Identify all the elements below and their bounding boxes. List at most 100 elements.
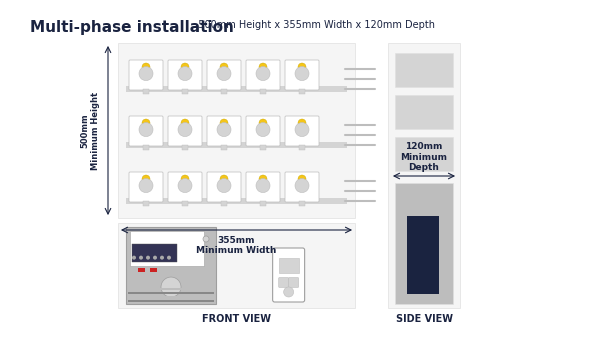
Bar xyxy=(407,216,439,294)
Bar xyxy=(143,145,149,150)
Point xyxy=(371,123,379,127)
Circle shape xyxy=(146,256,150,260)
Circle shape xyxy=(217,123,231,137)
Point xyxy=(341,133,349,137)
Circle shape xyxy=(153,256,157,260)
Circle shape xyxy=(217,67,231,80)
Circle shape xyxy=(256,178,270,193)
FancyBboxPatch shape xyxy=(207,60,241,90)
Bar xyxy=(395,137,453,171)
Bar xyxy=(182,145,188,150)
FancyBboxPatch shape xyxy=(129,60,163,90)
FancyBboxPatch shape xyxy=(246,116,280,146)
FancyBboxPatch shape xyxy=(272,248,305,302)
FancyBboxPatch shape xyxy=(168,116,202,146)
Circle shape xyxy=(160,256,164,260)
Circle shape xyxy=(295,67,309,80)
Bar xyxy=(126,86,347,92)
Point xyxy=(371,179,379,183)
Circle shape xyxy=(298,119,306,127)
Bar xyxy=(221,201,227,206)
Bar xyxy=(143,89,149,94)
Bar xyxy=(278,258,299,272)
Circle shape xyxy=(259,119,267,127)
Text: FRONT VIEW: FRONT VIEW xyxy=(202,314,271,324)
Circle shape xyxy=(298,63,306,71)
Circle shape xyxy=(256,67,270,80)
Point xyxy=(341,199,349,203)
Bar xyxy=(260,145,266,150)
Point xyxy=(371,199,379,203)
Bar xyxy=(132,244,177,262)
FancyBboxPatch shape xyxy=(118,223,355,308)
Bar xyxy=(395,183,453,304)
Circle shape xyxy=(181,63,189,71)
Circle shape xyxy=(217,178,231,193)
Circle shape xyxy=(298,175,306,183)
FancyBboxPatch shape xyxy=(246,60,280,90)
Point xyxy=(341,77,349,81)
Circle shape xyxy=(181,119,189,127)
FancyBboxPatch shape xyxy=(285,116,319,146)
Bar xyxy=(299,145,305,150)
FancyBboxPatch shape xyxy=(168,60,202,90)
FancyBboxPatch shape xyxy=(118,43,355,218)
FancyBboxPatch shape xyxy=(126,227,216,304)
Circle shape xyxy=(139,67,153,80)
Circle shape xyxy=(167,256,171,260)
FancyBboxPatch shape xyxy=(246,172,280,202)
Circle shape xyxy=(203,236,209,242)
Bar xyxy=(138,268,145,272)
Bar xyxy=(221,89,227,94)
FancyBboxPatch shape xyxy=(129,172,163,202)
FancyBboxPatch shape xyxy=(207,116,241,146)
Bar xyxy=(126,198,347,204)
Circle shape xyxy=(139,178,153,193)
Point xyxy=(341,87,349,91)
Circle shape xyxy=(139,123,153,137)
Circle shape xyxy=(142,63,150,71)
Point xyxy=(341,189,349,193)
FancyBboxPatch shape xyxy=(129,116,163,146)
Circle shape xyxy=(139,256,143,260)
Circle shape xyxy=(178,67,192,80)
Bar xyxy=(182,201,188,206)
Circle shape xyxy=(295,123,309,137)
Bar xyxy=(130,231,204,266)
Text: SIDE VIEW: SIDE VIEW xyxy=(395,314,452,324)
Bar xyxy=(260,89,266,94)
Bar xyxy=(182,89,188,94)
Circle shape xyxy=(220,63,228,71)
Circle shape xyxy=(259,63,267,71)
FancyBboxPatch shape xyxy=(289,277,299,288)
Bar xyxy=(150,268,157,272)
Text: Multi-phase installation: Multi-phase installation xyxy=(30,20,234,35)
Text: 500mm Height x 355mm Width x 120mm Depth: 500mm Height x 355mm Width x 120mm Depth xyxy=(192,20,435,30)
FancyBboxPatch shape xyxy=(207,172,241,202)
Circle shape xyxy=(220,119,228,127)
FancyBboxPatch shape xyxy=(278,277,289,288)
Text: 120mm
Minimum
Depth: 120mm Minimum Depth xyxy=(401,142,448,172)
Bar xyxy=(128,296,214,298)
Circle shape xyxy=(259,175,267,183)
FancyBboxPatch shape xyxy=(285,60,319,90)
Point xyxy=(371,77,379,81)
FancyBboxPatch shape xyxy=(388,43,460,308)
Circle shape xyxy=(161,277,181,297)
Point xyxy=(371,143,379,147)
FancyBboxPatch shape xyxy=(285,172,319,202)
Bar xyxy=(128,300,214,302)
Circle shape xyxy=(284,287,293,297)
Bar xyxy=(128,292,214,294)
Point xyxy=(341,179,349,183)
Point xyxy=(371,189,379,193)
Bar xyxy=(299,89,305,94)
Circle shape xyxy=(142,119,150,127)
Circle shape xyxy=(203,246,209,252)
Point xyxy=(341,67,349,71)
Bar xyxy=(395,53,453,87)
Point xyxy=(341,123,349,127)
Circle shape xyxy=(178,178,192,193)
Circle shape xyxy=(181,175,189,183)
Circle shape xyxy=(178,123,192,137)
